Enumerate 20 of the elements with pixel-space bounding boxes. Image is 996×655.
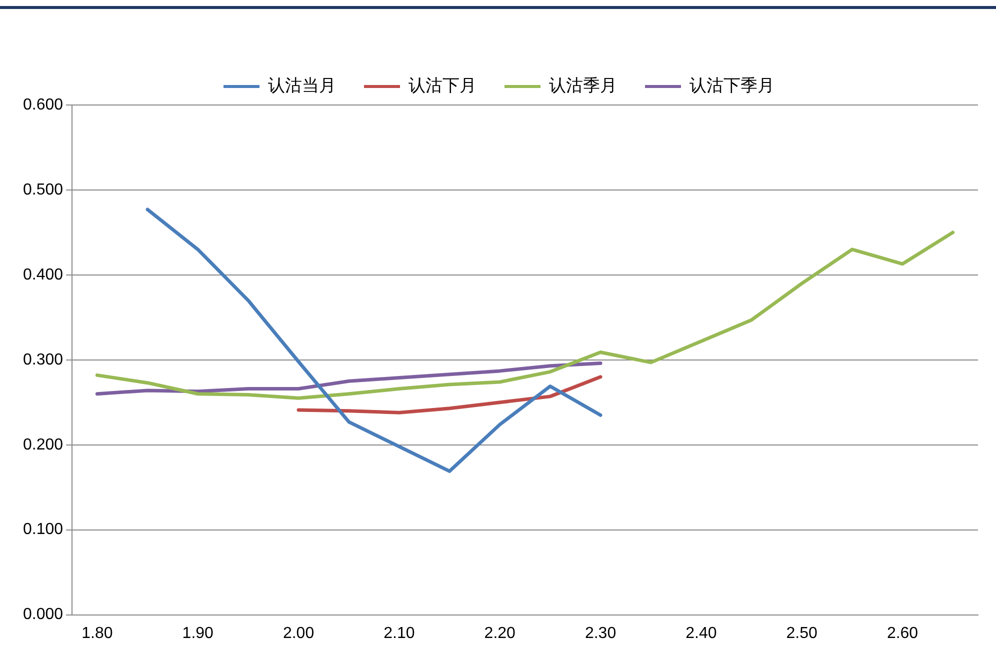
y-tick-label: 0.600 bbox=[22, 96, 64, 114]
legend-label: 认沽下季月 bbox=[690, 76, 774, 96]
x-tick-label: 2.50 bbox=[786, 624, 818, 642]
x-tick-label: 2.60 bbox=[886, 624, 918, 642]
legend-label: 认沽当月 bbox=[268, 76, 336, 96]
x-tick-label: 2.30 bbox=[584, 624, 616, 642]
y-tick-label: 0.300 bbox=[22, 351, 64, 368]
x-tick-label: 2.00 bbox=[282, 624, 314, 642]
x-tick-label: 1.90 bbox=[182, 624, 214, 642]
y-tick-label: 0.400 bbox=[22, 266, 64, 284]
x-tick-label: 2.40 bbox=[686, 624, 717, 642]
y-tick-label: 0.000 bbox=[22, 606, 64, 624]
y-tick-label: 0.100 bbox=[22, 521, 64, 538]
legend-label: 认沽下月 bbox=[408, 76, 476, 96]
x-tick-label: 2.10 bbox=[384, 624, 415, 642]
legend-label: 认沽季月 bbox=[549, 76, 617, 96]
x-tick-label: 2.20 bbox=[484, 624, 516, 642]
y-tick-label: 0.200 bbox=[22, 436, 64, 454]
y-tick-label: 0.500 bbox=[22, 181, 64, 198]
x-tick-label: 1.80 bbox=[82, 624, 113, 642]
